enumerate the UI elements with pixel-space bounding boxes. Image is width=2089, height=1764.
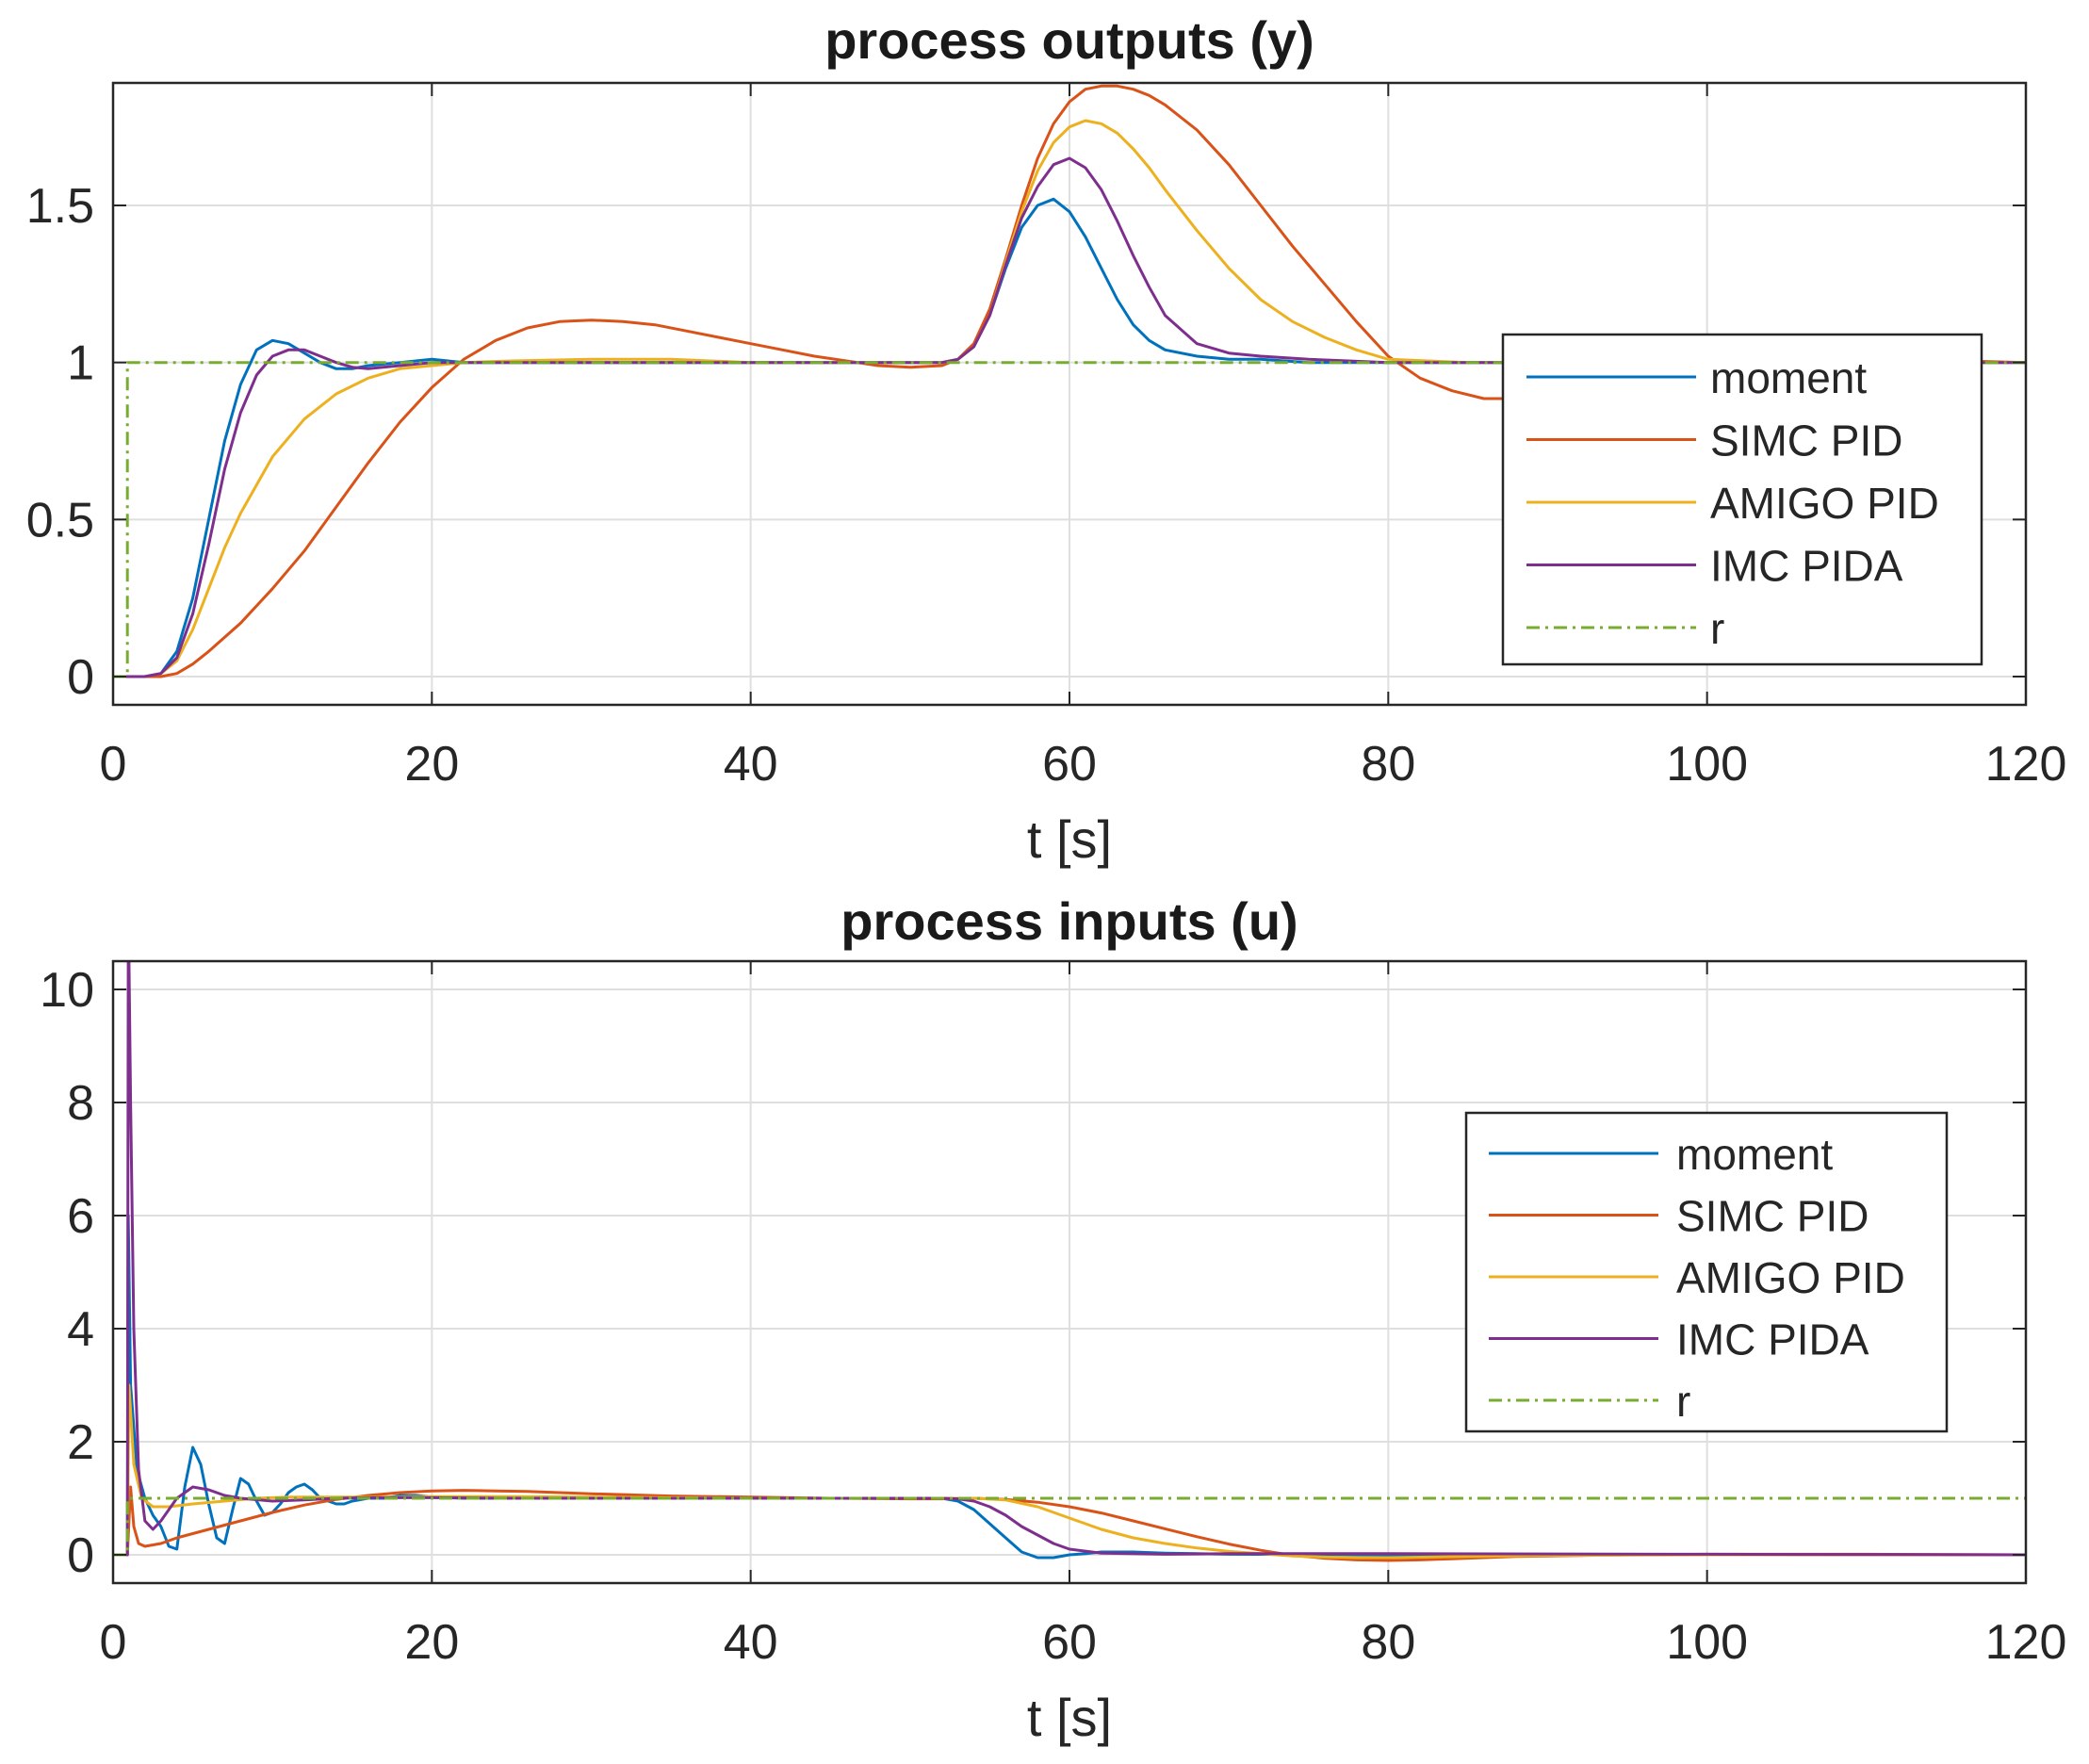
chart-title: process inputs (u) [840, 891, 1297, 951]
x-tick-label: 20 [404, 737, 459, 792]
legend-label: IMC PIDA [1710, 542, 1903, 591]
series-line-moment [113, 1214, 2026, 1560]
x-tick-label: 0 [100, 737, 127, 792]
legend: moment SIMC PID AMIGO PID IMC PIDA r [1501, 333, 1983, 666]
legend-box [1501, 333, 1983, 666]
x-tick-label: 40 [724, 737, 778, 792]
y-tick-label: 6 [67, 1189, 94, 1244]
outputs-chart: 0 20 40 60 80 100 120 0 0.5 1 1.5 process outputs (… [26, 10, 2067, 869]
legend-label: moment [1710, 353, 1867, 402]
y-tick-label: 10 [40, 963, 94, 1018]
x-tick-label: 100 [1666, 737, 1748, 792]
y-tick-label: 0 [67, 1528, 94, 1583]
y-tick-label: 2 [67, 1415, 94, 1470]
x-tick-label: 0 [100, 1615, 127, 1670]
y-tick-label: 0 [67, 650, 94, 705]
legend-box [1464, 1111, 1949, 1433]
legend-label: IMC PIDA [1676, 1315, 1869, 1364]
y-tick-label: 1.5 [26, 179, 94, 234]
y-tick-label: 4 [67, 1302, 94, 1357]
series-line-imc-pida [113, 156, 2026, 678]
y-tick-label: 8 [67, 1076, 94, 1131]
y-tick-label: 0.5 [26, 493, 94, 547]
x-tick-label: 120 [1985, 737, 2067, 792]
x-tick-label: 20 [404, 1615, 459, 1670]
x-tick-label: 100 [1666, 1615, 1748, 1670]
legend: moment SIMC PID AMIGO PID IMC PIDA r [1464, 1111, 1949, 1433]
x-tick-label: 80 [1361, 1615, 1415, 1670]
legend-label: r [1676, 1377, 1690, 1426]
y-tick-label: 1 [67, 336, 94, 391]
x-tick-label: 60 [1042, 737, 1097, 792]
legend-label: r [1710, 604, 1724, 653]
legend-label: AMIGO PID [1676, 1253, 1905, 1302]
legend-label: AMIGO PID [1710, 479, 1939, 528]
legend-label: SIMC PID [1676, 1192, 1869, 1241]
x-tick-label: 60 [1042, 1615, 1097, 1670]
x-tick-label: 120 [1985, 1615, 2067, 1670]
x-tick-label: 80 [1361, 737, 1415, 792]
x-tick-label: 40 [724, 1615, 778, 1670]
legend-label: SIMC PID [1710, 416, 1902, 466]
x-axis-label: t [s] [1027, 1688, 1112, 1747]
x-axis-label: t [s] [1027, 809, 1112, 869]
chart-title: process outputs (y) [824, 10, 1314, 70]
legend-label: moment [1676, 1130, 1833, 1179]
inputs-chart: 0 20 40 60 80 100 120 0 2 4 6 8 10 process inputs (u)… [40, 891, 2066, 1747]
